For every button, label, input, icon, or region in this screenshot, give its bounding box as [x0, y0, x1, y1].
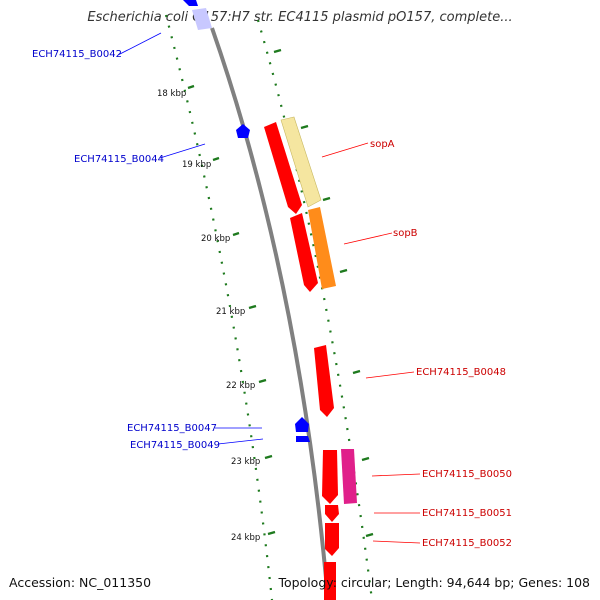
gene-b0042-light — [192, 8, 212, 30]
gene-sopA-cds[interactable] — [264, 122, 302, 214]
label-ech74115-b0051[interactable]: ECH74115_B0051 — [422, 508, 512, 519]
gene-b0047-reverse[interactable] — [295, 417, 309, 432]
gene-sopB-cds[interactable] — [290, 213, 318, 292]
feature-sopA[interactable] — [280, 116, 322, 208]
label-ech74115-b0047[interactable]: ECH74115_B0047 — [127, 423, 217, 434]
label-ech74115-b0050[interactable]: ECH74115_B0050 — [422, 469, 512, 480]
gene-b0042-reverse[interactable] — [183, 0, 198, 6]
tick-label-24kbp: 24 kbp — [231, 533, 260, 543]
gene-b0048-cds[interactable] — [314, 345, 334, 417]
label-sopA[interactable]: sopA — [370, 139, 395, 150]
tick-label-22kbp: 22 kbp — [226, 381, 255, 391]
gene-b0044-reverse[interactable] — [236, 124, 250, 138]
tick-label-23kbp: 23 kbp — [231, 457, 260, 467]
label-sopB[interactable]: sopB — [393, 228, 418, 239]
outer-tick-marks — [273, 48, 374, 538]
label-ech74115-b0049[interactable]: ECH74115_B0049 — [130, 440, 220, 451]
backbone-arc — [210, 27, 330, 600]
gene-b0049-reverse[interactable] — [296, 436, 310, 442]
tick-label-21kbp: 21 kbp — [216, 307, 245, 317]
gc-track-outer — [256, 19, 374, 600]
right-leader-lines — [321, 142, 421, 544]
label-ech74115-b0048[interactable]: ECH74115_B0048 — [416, 367, 506, 378]
tick-label-20kbp: 20 kbp — [201, 234, 230, 244]
label-ech74115-b0044[interactable]: ECH74115_B0044 — [74, 154, 164, 165]
tick-label-19kbp: 19 kbp — [182, 160, 211, 170]
accession-text: Accession: NC_011350 — [9, 575, 152, 590]
gene-b0052-cds[interactable] — [325, 523, 339, 556]
gene-next-cds[interactable] — [324, 562, 336, 600]
feature-sopB[interactable] — [308, 207, 336, 289]
gene-b0050-cds[interactable] — [322, 450, 338, 504]
gene-b0051-cds[interactable] — [325, 505, 339, 522]
topology-summary: Topology: circular; Length: 94,644 bp; G… — [278, 575, 590, 590]
feature-b0050[interactable] — [341, 449, 357, 504]
left-leader-lines — [117, 32, 264, 445]
tick-label-18kbp: 18 kbp — [157, 89, 186, 99]
label-ech74115-b0052[interactable]: ECH74115_B0052 — [422, 538, 512, 549]
inner-tick-marks — [187, 84, 276, 536]
label-ech74115-b0042[interactable]: ECH74115_B0042 — [32, 49, 122, 60]
